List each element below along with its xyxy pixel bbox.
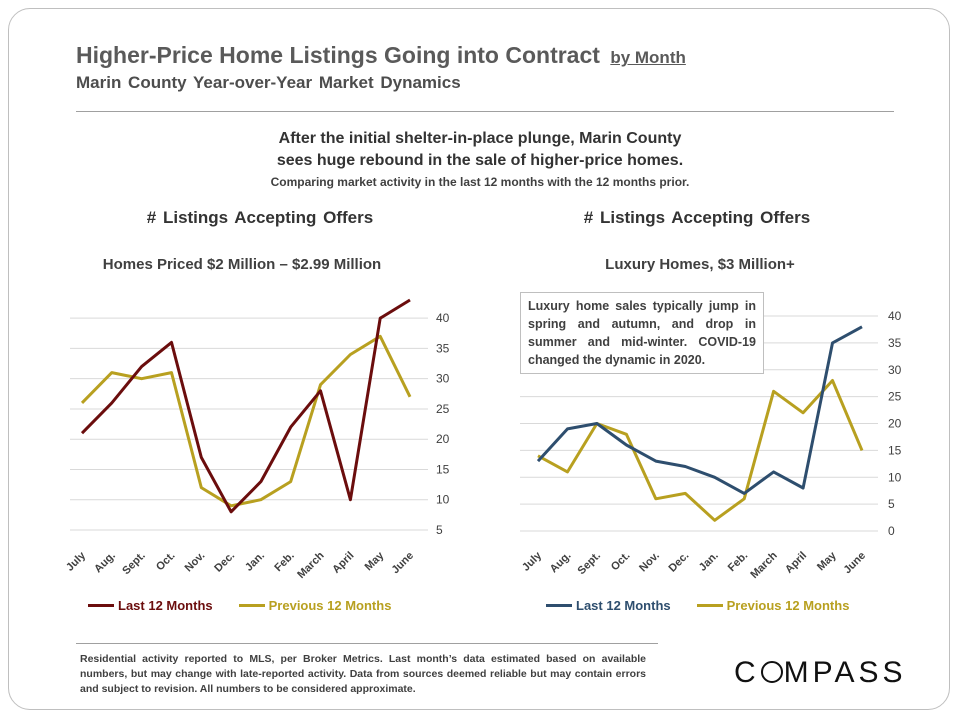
chart1-xtick-label: Jan. [243,550,267,574]
chart2-legend: Last 12 Months Previous 12 Months [546,598,875,613]
chart1-legend-prev-swatch [238,604,265,607]
chart2-ytick-label: 20 [888,417,902,431]
chart1-ytick-label: 30 [436,372,450,386]
compass-logo: C MPASS [734,656,906,690]
chart1-xtick-label: Sept. [120,550,148,578]
chart1-xtick-label: March [295,549,327,581]
logo-text-end: MPASS [783,656,907,689]
chart2-series-previous-12-months [537,379,864,522]
chart2-ytick-label: 0 [888,524,895,538]
luxury-annotation: Luxury home sales typically jump in spri… [520,292,764,374]
chart1-series-last-12-months [80,298,411,514]
chart1-xtick-label: Nov. [183,550,208,575]
chart2-legend-prev-swatch [696,604,723,607]
chart2-xtick-label: Oct. [609,550,633,574]
chart1-legend-prev-label: Previous 12 Months [268,598,392,613]
chart1-xtick-label: July [64,549,89,574]
headline-line-2: sees huge rebound in the sale of higher-… [276,152,684,169]
slide-frame [8,8,950,710]
chart2-xtick-label: Jan. [697,550,721,574]
chart2-series-last-12-months [536,325,863,495]
chart2-ytick-label: 5 [888,497,895,511]
chart2-legend-last-label: Last 12 Months [576,598,671,613]
chart1-legend-last: Last 12 Months [88,598,213,613]
chart1-ytick-label: 5 [436,523,443,537]
footer-divider [76,643,658,644]
chart2-ytick-label: 35 [888,336,902,350]
chart1-xtick-label: Aug. [92,550,118,576]
chart2-ytick-label: 30 [888,363,902,377]
footer-disclaimer: Residential activity reported to MLS, pe… [80,653,646,695]
chart1-ytick-label: 10 [436,493,450,507]
chart2-xtick-label: June [841,550,868,577]
chart1-series-previous-12-months [80,334,412,508]
chart2-legend-last-swatch [546,604,572,607]
chart2-xtick-label: April [783,550,809,576]
title-suffix: by Month [610,48,686,67]
chart2-ytick-label: 25 [888,390,902,404]
chart1-xtick-label: Oct. [154,550,178,574]
page-subtitle: Marin County Year-over-Year Market Dynam… [76,73,461,92]
logo-text-start: C [734,656,760,689]
chart1-legend: Last 12 Months Previous 12 Months [88,598,417,613]
chart2-legend-prev: Previous 12 Months [696,598,850,613]
chart1-legend-last-label: Last 12 Months [118,598,213,613]
chart2-title: # Listings Accepting Offers [583,208,811,227]
chart1-xtick-label: Dec. [212,550,237,575]
chart1-legend-last-swatch [88,604,114,607]
page-title: Higher-Price Home Listings Going into Co… [76,42,686,69]
chart2-xtick-label: Dec. [666,550,691,575]
chart1-title: # Listings Accepting Offers [146,208,374,227]
chart1-ytick-label: 20 [436,432,450,446]
chart1-ytick-label: 25 [436,402,450,416]
chart2-ytick-label: 40 [888,309,902,323]
logo-o-circle [760,661,783,683]
chart1-xtick-label: April [330,550,356,576]
chart1-xtick-label: May [363,549,387,573]
chart2-xtick-label: March [748,549,780,581]
chart1-xtick-label: Feb. [272,550,296,574]
chart1-subtitle: Homes Priced $2 Million – $2.99 Million [102,256,382,273]
header-divider [76,111,894,112]
chart2-xtick-label: July [520,549,545,574]
chart1-plot: 5 10 15 20 25 30 35 40 July Aug. Sept. Oct. Nov. Dec.… [64,298,450,581]
chart1-legend-prev: Previous 12 Months [238,598,392,613]
chart2-xtick-label: Aug. [548,550,574,576]
chart2-xtick-label: May [815,549,839,573]
chart2-xtick-label: Feb. [726,550,750,574]
chart1-xtick-label: June [389,550,416,577]
chart1-ytick-label: 40 [436,311,450,325]
chart2-legend-last: Last 12 Months [546,598,671,613]
chart1-ytick-label: 35 [436,341,450,355]
headline-note: Comparing market activity in the last 12… [270,175,690,189]
headline-line-1: After the initial shelter-in-place plung… [278,130,682,147]
chart2-subtitle: Luxury Homes, $3 Million+ [605,256,795,273]
chart2-xtick-label: Sept. [576,550,604,578]
chart2-xtick-label: Nov. [637,550,662,575]
chart2-ytick-label: 15 [888,443,902,457]
title-text: Higher-Price Home Listings Going into Co… [76,42,600,68]
chart1-ytick-label: 15 [436,462,450,476]
chart2-legend-prev-label: Previous 12 Months [726,598,850,613]
chart2-ytick-label: 10 [888,470,902,484]
